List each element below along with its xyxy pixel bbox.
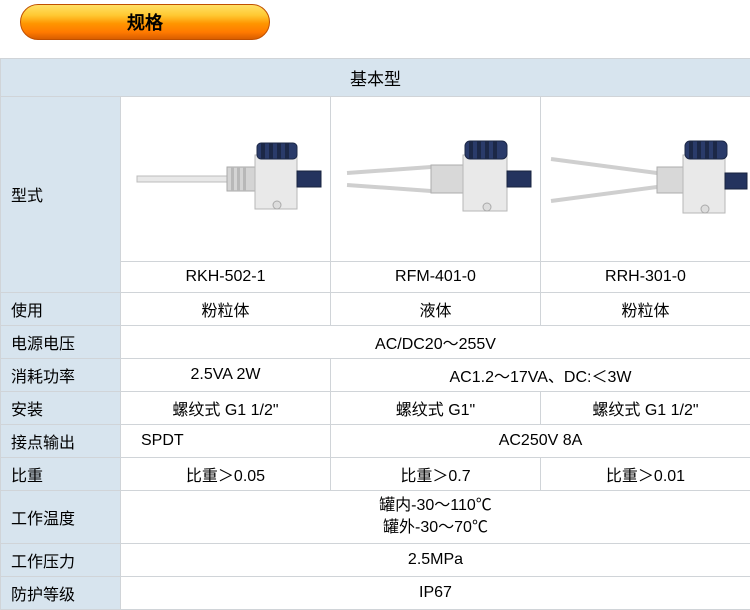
temp-value: 罐内-30～110℃ 罐外-30～70℃ (121, 490, 750, 544)
product-image-2 (331, 96, 541, 261)
product-image-1 (121, 96, 331, 261)
model-2: RFM-401-0 (331, 261, 541, 292)
use-2: 液体 (331, 292, 541, 325)
power-1: 2.5VA 2W (121, 358, 331, 391)
contact-23: AC250V 8A (331, 424, 750, 457)
install-1: 螺纹式 G1 1/2" (121, 391, 331, 424)
spec-title: 规格 (127, 9, 163, 35)
spec-table: 基本型 型式 (0, 48, 750, 610)
row-label-use: 使用 (1, 292, 121, 325)
row-label-voltage: 电源电压 (1, 325, 121, 358)
spec-title-pill: 规格 (20, 4, 270, 40)
power-23: AC1.2～17VA、DC:＜3W (331, 358, 750, 391)
row-label-pressure: 工作压力 (1, 544, 121, 577)
use-1: 粉粒体 (121, 292, 331, 325)
table-header: 基本型 (1, 58, 750, 96)
row-label-protection: 防护等级 (1, 577, 121, 610)
pressure-value: 2.5MPa (121, 544, 750, 577)
row-label-power: 消耗功率 (1, 358, 121, 391)
row-label-install: 安装 (1, 391, 121, 424)
model-1: RKH-502-1 (121, 261, 331, 292)
gravity-3: 比重＞0.01 (541, 457, 750, 490)
voltage-value: AC/DC20～255V (121, 325, 750, 358)
model-3: RRH-301-0 (541, 261, 750, 292)
install-3: 螺纹式 G1 1/2" (541, 391, 750, 424)
temp-line1: 罐内-30～110℃ (379, 497, 492, 514)
gravity-2: 比重＞0.7 (331, 457, 541, 490)
temp-line2: 罐外-30～70℃ (383, 519, 488, 536)
use-3: 粉粒体 (541, 292, 750, 325)
row-label-contact: 接点输出 (1, 424, 121, 457)
row-label-temp: 工作温度 (1, 490, 121, 544)
product-image-3 (541, 96, 750, 261)
contact-1: SPDT (121, 424, 331, 457)
install-2: 螺纹式 G1" (331, 391, 541, 424)
protection-value: IP67 (121, 577, 750, 610)
row-label-model: 型式 (1, 96, 121, 292)
gravity-1: 比重＞0.05 (121, 457, 331, 490)
row-label-gravity: 比重 (1, 457, 121, 490)
